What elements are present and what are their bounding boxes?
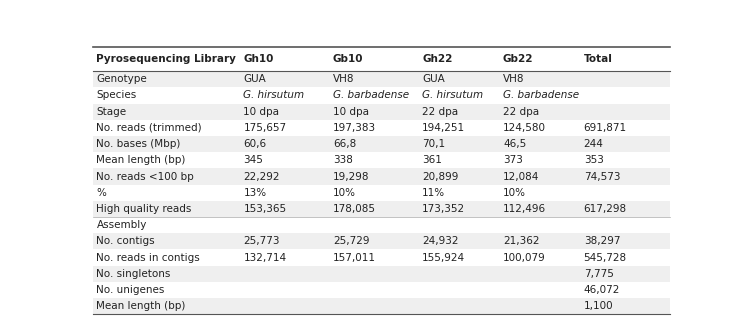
Text: 24,932: 24,932 bbox=[423, 236, 459, 246]
Text: No. bases (Mbp): No. bases (Mbp) bbox=[97, 139, 181, 149]
Text: No. reads <100 bp: No. reads <100 bp bbox=[97, 171, 194, 182]
Text: GUA: GUA bbox=[423, 74, 445, 84]
Text: G. hirsutum: G. hirsutum bbox=[243, 90, 304, 100]
Bar bbox=[93, 185, 670, 201]
Text: Assembly: Assembly bbox=[97, 220, 147, 230]
Bar bbox=[93, 136, 670, 152]
Text: Gh22: Gh22 bbox=[423, 54, 452, 64]
Text: 20,899: 20,899 bbox=[423, 171, 458, 182]
Bar bbox=[93, 233, 670, 249]
Text: 197,383: 197,383 bbox=[333, 123, 376, 133]
Text: G. barbadense: G. barbadense bbox=[333, 90, 409, 100]
Text: Genotype: Genotype bbox=[97, 74, 147, 84]
Text: Total: Total bbox=[584, 54, 612, 64]
Text: Mean length (bp): Mean length (bp) bbox=[97, 155, 186, 165]
Text: 1,100: 1,100 bbox=[584, 301, 613, 311]
Text: 66,8: 66,8 bbox=[333, 139, 356, 149]
Text: 38,297: 38,297 bbox=[584, 236, 620, 246]
Text: 70,1: 70,1 bbox=[423, 139, 446, 149]
Text: 157,011: 157,011 bbox=[333, 253, 376, 263]
Text: 112,496: 112,496 bbox=[503, 204, 546, 214]
Text: GUA: GUA bbox=[243, 74, 266, 84]
Text: Gh10: Gh10 bbox=[243, 54, 274, 64]
Text: Pyrosequencing Library: Pyrosequencing Library bbox=[97, 54, 237, 64]
Text: 617,298: 617,298 bbox=[584, 204, 626, 214]
Text: 373: 373 bbox=[503, 155, 523, 165]
Text: 345: 345 bbox=[243, 155, 263, 165]
Bar bbox=[93, 152, 670, 168]
Text: 244: 244 bbox=[584, 139, 603, 149]
Text: 10 dpa: 10 dpa bbox=[243, 107, 280, 117]
Bar bbox=[93, 104, 670, 120]
Text: 173,352: 173,352 bbox=[423, 204, 465, 214]
Bar bbox=[93, 266, 670, 282]
Text: 132,714: 132,714 bbox=[243, 253, 286, 263]
Bar bbox=[93, 88, 670, 104]
Text: VH8: VH8 bbox=[503, 74, 525, 84]
Text: 13%: 13% bbox=[243, 188, 266, 198]
Text: No. singletons: No. singletons bbox=[97, 269, 171, 279]
Text: 545,728: 545,728 bbox=[584, 253, 626, 263]
Text: 74,573: 74,573 bbox=[584, 171, 620, 182]
Text: 155,924: 155,924 bbox=[423, 253, 465, 263]
Text: 153,365: 153,365 bbox=[243, 204, 286, 214]
Text: 46,072: 46,072 bbox=[584, 285, 620, 295]
Bar bbox=[93, 282, 670, 298]
Bar bbox=[93, 298, 670, 314]
Text: 100,079: 100,079 bbox=[503, 253, 545, 263]
Text: Stage: Stage bbox=[97, 107, 126, 117]
Text: Gb22: Gb22 bbox=[503, 54, 533, 64]
Text: Species: Species bbox=[97, 90, 137, 100]
Text: No. reads (trimmed): No. reads (trimmed) bbox=[97, 123, 202, 133]
Text: 338: 338 bbox=[333, 155, 353, 165]
Text: G. hirsutum: G. hirsutum bbox=[423, 90, 484, 100]
Text: High quality reads: High quality reads bbox=[97, 204, 192, 214]
Text: No. contigs: No. contigs bbox=[97, 236, 155, 246]
Text: 7,775: 7,775 bbox=[584, 269, 614, 279]
Bar bbox=[93, 120, 670, 136]
Text: 60,6: 60,6 bbox=[243, 139, 266, 149]
Text: Mean length (bp): Mean length (bp) bbox=[97, 301, 186, 311]
Text: 25,729: 25,729 bbox=[333, 236, 369, 246]
Text: 22,292: 22,292 bbox=[243, 171, 280, 182]
Text: VH8: VH8 bbox=[333, 74, 354, 84]
Text: 124,580: 124,580 bbox=[503, 123, 546, 133]
Text: 10 dpa: 10 dpa bbox=[333, 107, 369, 117]
Text: 22 dpa: 22 dpa bbox=[503, 107, 539, 117]
Text: 691,871: 691,871 bbox=[584, 123, 626, 133]
Text: 21,362: 21,362 bbox=[503, 236, 539, 246]
Text: 46,5: 46,5 bbox=[503, 139, 526, 149]
Text: No. unigenes: No. unigenes bbox=[97, 285, 165, 295]
Text: 353: 353 bbox=[584, 155, 603, 165]
Text: No. reads in contigs: No. reads in contigs bbox=[97, 253, 200, 263]
Text: G. barbadense: G. barbadense bbox=[503, 90, 579, 100]
Bar bbox=[93, 168, 670, 185]
Text: 11%: 11% bbox=[423, 188, 446, 198]
Text: 361: 361 bbox=[423, 155, 442, 165]
Text: %: % bbox=[97, 188, 106, 198]
Text: 25,773: 25,773 bbox=[243, 236, 280, 246]
Text: 175,657: 175,657 bbox=[243, 123, 286, 133]
Text: Gb10: Gb10 bbox=[333, 54, 363, 64]
Text: 12,084: 12,084 bbox=[503, 171, 539, 182]
Text: 22 dpa: 22 dpa bbox=[423, 107, 458, 117]
Text: 10%: 10% bbox=[503, 188, 526, 198]
Bar bbox=[93, 217, 670, 233]
Text: 19,298: 19,298 bbox=[333, 171, 369, 182]
Bar bbox=[93, 201, 670, 217]
Text: 10%: 10% bbox=[333, 188, 356, 198]
Bar bbox=[93, 249, 670, 266]
Text: 194,251: 194,251 bbox=[423, 123, 465, 133]
Text: 178,085: 178,085 bbox=[333, 204, 376, 214]
Bar bbox=[93, 71, 670, 88]
